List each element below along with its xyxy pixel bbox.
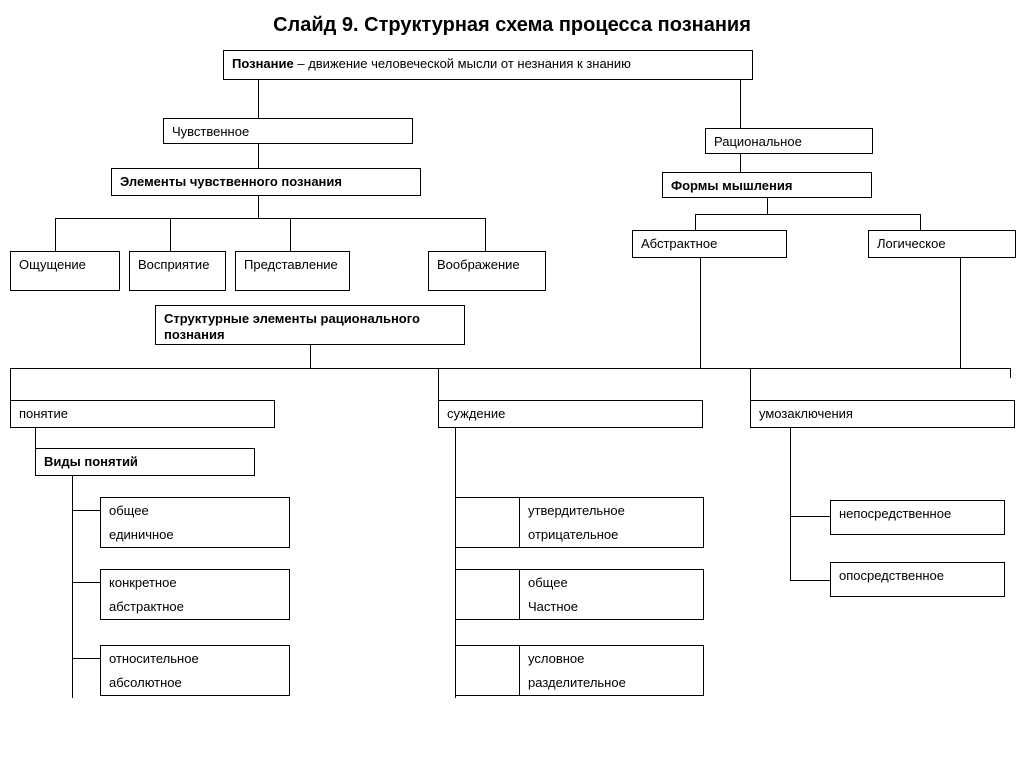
bracket xyxy=(455,645,520,696)
edge xyxy=(740,80,741,128)
node-sensory-item: Представление xyxy=(235,251,350,291)
edge xyxy=(310,345,311,368)
edge xyxy=(790,580,830,581)
node-structural-title: Структурные элементы рационального позна… xyxy=(155,305,465,345)
node-root: Познание – движение человеческой мысли о… xyxy=(223,50,753,80)
node-forms-title: Формы мышления xyxy=(662,172,872,198)
edge xyxy=(438,368,439,400)
edge xyxy=(920,214,921,230)
node-judgment-item: утвердительное xyxy=(519,497,704,523)
node-concept-item: абсолютное xyxy=(100,670,290,696)
edge xyxy=(258,196,259,218)
node-judgment-item: Частное xyxy=(519,594,704,620)
node-rational: Рациональное xyxy=(705,128,873,154)
edge xyxy=(790,516,830,517)
edge xyxy=(258,144,259,168)
node-inference-item: опосредственное xyxy=(830,562,1005,597)
edge xyxy=(35,428,36,448)
edge xyxy=(767,198,768,214)
bracket xyxy=(455,497,520,548)
node-sensory-elements-title: Элементы чувственного познания xyxy=(111,168,421,196)
edge xyxy=(700,258,701,368)
diagram-canvas: Слайд 9. Структурная схема процесса позн… xyxy=(0,0,1024,767)
node-judgment: суждение xyxy=(438,400,703,428)
edge xyxy=(258,80,259,118)
node-sensory: Чувственное xyxy=(163,118,413,144)
edge xyxy=(695,214,696,230)
node-sensory-item: Восприятие xyxy=(129,251,226,291)
node-concept-item: конкретное xyxy=(100,569,290,595)
edge xyxy=(72,510,100,511)
edge xyxy=(290,218,291,251)
node-judgment-item: отрицательное xyxy=(519,522,704,548)
node-inference-item: непосредственное xyxy=(830,500,1005,535)
node-concept-item: общее xyxy=(100,497,290,523)
slide-title: Слайд 9. Структурная схема процесса позн… xyxy=(0,14,1024,37)
edge xyxy=(750,368,751,400)
node-concept-item: единичное xyxy=(100,522,290,548)
edge xyxy=(10,368,11,400)
edge xyxy=(695,214,920,215)
node-concept-item: абстрактное xyxy=(100,594,290,620)
node-sensory-item: Воображение xyxy=(428,251,546,291)
edge xyxy=(1010,368,1011,378)
edge xyxy=(790,428,791,580)
node-judgment-item: общее xyxy=(519,569,704,595)
node-judgment-item: разделительное xyxy=(519,670,704,696)
node-sensory-item: Ощущение xyxy=(10,251,120,291)
node-form-abstract: Абстрактное xyxy=(632,230,787,258)
node-concept: понятие xyxy=(10,400,275,428)
node-judgment-item: условное xyxy=(519,645,704,671)
edge xyxy=(170,218,171,251)
bracket xyxy=(455,569,520,620)
node-form-logical: Логическое xyxy=(868,230,1016,258)
root-rest: – движение человеческой мысли от незнани… xyxy=(294,56,631,71)
edge xyxy=(72,582,100,583)
edge xyxy=(10,368,1010,369)
root-label: Познание xyxy=(232,56,294,71)
edge xyxy=(960,258,961,368)
edge xyxy=(55,218,56,251)
node-concept-item: относительное xyxy=(100,645,290,671)
edge xyxy=(740,154,741,172)
node-inference: умозаключения xyxy=(750,400,1015,428)
node-concept-kinds-title: Виды понятий xyxy=(35,448,255,476)
edge xyxy=(55,218,485,219)
edge xyxy=(485,218,486,251)
edge xyxy=(72,658,100,659)
